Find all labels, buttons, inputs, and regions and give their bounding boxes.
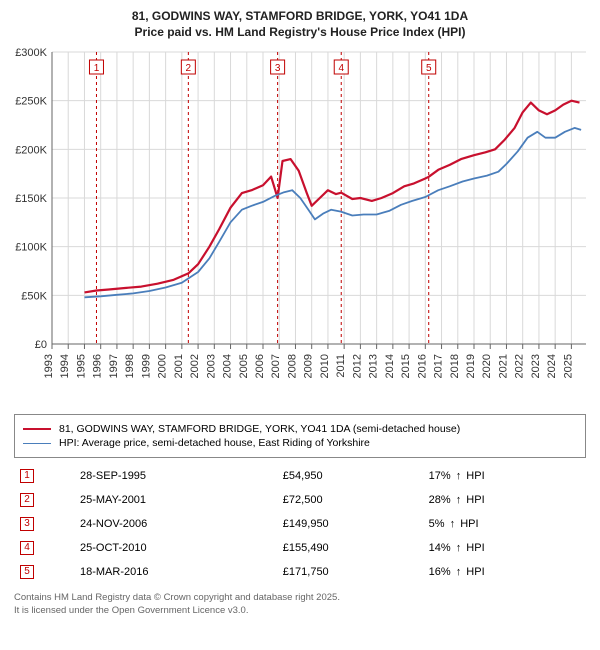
- legend-label: HPI: Average price, semi-detached house,…: [59, 437, 370, 449]
- svg-text:2018: 2018: [449, 354, 461, 378]
- footer-attribution: Contains HM Land Registry data © Crown c…: [14, 592, 586, 617]
- legend-swatch: [23, 443, 51, 444]
- legend-item: 81, GODWINS WAY, STAMFORD BRIDGE, YORK, …: [23, 423, 577, 435]
- svg-text:2: 2: [186, 63, 192, 74]
- arrow-up-icon: ↑: [456, 566, 462, 578]
- svg-text:£200K: £200K: [15, 145, 47, 157]
- svg-text:£150K: £150K: [15, 193, 47, 205]
- svg-text:2008: 2008: [286, 354, 298, 378]
- event-marker: 5: [20, 565, 34, 579]
- transaction-price: £155,490: [277, 536, 423, 560]
- transaction-date: 25-OCT-2010: [74, 536, 277, 560]
- table-row: 4 25-OCT-2010£155,49014% ↑ HPI: [14, 536, 594, 560]
- svg-text:1999: 1999: [140, 354, 152, 378]
- svg-text:2023: 2023: [530, 354, 542, 378]
- svg-text:2014: 2014: [384, 354, 396, 378]
- svg-text:2007: 2007: [270, 354, 282, 378]
- event-marker: 4: [20, 541, 34, 555]
- svg-text:2011: 2011: [335, 354, 347, 378]
- title-line-2: Price paid vs. HM Land Registry's House …: [10, 24, 590, 40]
- svg-text:2006: 2006: [254, 354, 266, 378]
- svg-text:5: 5: [426, 63, 432, 74]
- svg-text:2001: 2001: [173, 354, 185, 378]
- arrow-up-icon: ↑: [456, 494, 462, 506]
- legend-swatch: [23, 428, 51, 430]
- svg-text:2025: 2025: [562, 354, 574, 378]
- svg-text:2003: 2003: [205, 354, 217, 378]
- svg-text:3: 3: [275, 63, 281, 74]
- footer-line-2: It is licensed under the Open Government…: [14, 605, 586, 617]
- arrow-up-icon: ↑: [456, 542, 462, 554]
- svg-text:1993: 1993: [43, 354, 55, 378]
- event-marker: 2: [20, 493, 34, 507]
- transaction-date: 28-SEP-1995: [74, 464, 277, 488]
- svg-text:2015: 2015: [400, 354, 412, 378]
- svg-text:£0: £0: [35, 339, 47, 351]
- svg-text:2020: 2020: [481, 354, 493, 378]
- chart-svg: £0 £50K £100K £150K £200K £250K £300K 1993 1994 1…: [10, 46, 590, 406]
- svg-text:2017: 2017: [433, 354, 445, 378]
- svg-text:1: 1: [94, 63, 100, 74]
- table-row: 5 18-MAR-2016£171,75016% ↑ HPI: [14, 560, 594, 584]
- transaction-date: 25-MAY-2001: [74, 488, 277, 512]
- footer-line-1: Contains HM Land Registry data © Crown c…: [14, 592, 586, 604]
- svg-text:£50K: £50K: [21, 291, 47, 303]
- svg-text:2021: 2021: [497, 354, 509, 378]
- title-line-1: 81, GODWINS WAY, STAMFORD BRIDGE, YORK, …: [10, 8, 590, 24]
- svg-text:1995: 1995: [75, 354, 87, 378]
- transaction-price: £171,750: [277, 560, 423, 584]
- svg-text:2022: 2022: [514, 354, 526, 378]
- svg-text:2016: 2016: [416, 354, 428, 378]
- transaction-pct: 17% ↑ HPI: [423, 464, 594, 488]
- chart-container: { "title_line1": "81, GODWINS WAY, STAMF…: [0, 0, 600, 623]
- transactions-table: 1 28-SEP-1995£54,95017% ↑ HPI 2 25-MAY-2001…: [14, 464, 594, 584]
- arrow-up-icon: ↑: [450, 518, 456, 530]
- svg-text:1996: 1996: [92, 354, 104, 378]
- legend: 81, GODWINS WAY, STAMFORD BRIDGE, YORK, …: [14, 414, 586, 458]
- svg-text:2005: 2005: [238, 354, 250, 378]
- svg-text:2013: 2013: [368, 354, 380, 378]
- legend-item: HPI: Average price, semi-detached house,…: [23, 437, 577, 449]
- price-chart: £0 £50K £100K £150K £200K £250K £300K 1993 1994 1…: [10, 46, 590, 406]
- event-marker: 3: [20, 517, 34, 531]
- svg-text:2000: 2000: [157, 354, 169, 378]
- svg-text:1998: 1998: [124, 354, 136, 378]
- chart-title: 81, GODWINS WAY, STAMFORD BRIDGE, YORK, …: [10, 8, 590, 40]
- transaction-price: £72,500: [277, 488, 423, 512]
- table-row: 1 28-SEP-1995£54,95017% ↑ HPI: [14, 464, 594, 488]
- table-row: 3 24-NOV-2006£149,9505% ↑ HPI: [14, 512, 594, 536]
- transaction-price: £54,950: [277, 464, 423, 488]
- svg-text:1997: 1997: [108, 354, 120, 378]
- event-marker: 1: [20, 469, 34, 483]
- svg-text:2009: 2009: [303, 354, 315, 378]
- table-row: 2 25-MAY-2001£72,50028% ↑ HPI: [14, 488, 594, 512]
- svg-text:2012: 2012: [351, 354, 363, 378]
- svg-text:£250K: £250K: [15, 96, 47, 108]
- transaction-pct: 14% ↑ HPI: [423, 536, 594, 560]
- arrow-up-icon: ↑: [456, 470, 462, 482]
- svg-text:4: 4: [338, 63, 344, 74]
- transaction-pct: 28% ↑ HPI: [423, 488, 594, 512]
- transaction-pct: 16% ↑ HPI: [423, 560, 594, 584]
- svg-text:2004: 2004: [222, 354, 234, 378]
- svg-text:2010: 2010: [319, 354, 331, 378]
- transaction-pct: 5% ↑ HPI: [423, 512, 594, 536]
- svg-text:2024: 2024: [546, 354, 558, 378]
- svg-text:2002: 2002: [189, 354, 201, 378]
- transaction-date: 18-MAR-2016: [74, 560, 277, 584]
- transaction-date: 24-NOV-2006: [74, 512, 277, 536]
- transaction-price: £149,950: [277, 512, 423, 536]
- svg-text:£300K: £300K: [15, 47, 47, 59]
- svg-text:1994: 1994: [59, 354, 71, 378]
- svg-text:£100K: £100K: [15, 242, 47, 254]
- legend-label: 81, GODWINS WAY, STAMFORD BRIDGE, YORK, …: [59, 423, 460, 435]
- svg-text:2019: 2019: [465, 354, 477, 378]
